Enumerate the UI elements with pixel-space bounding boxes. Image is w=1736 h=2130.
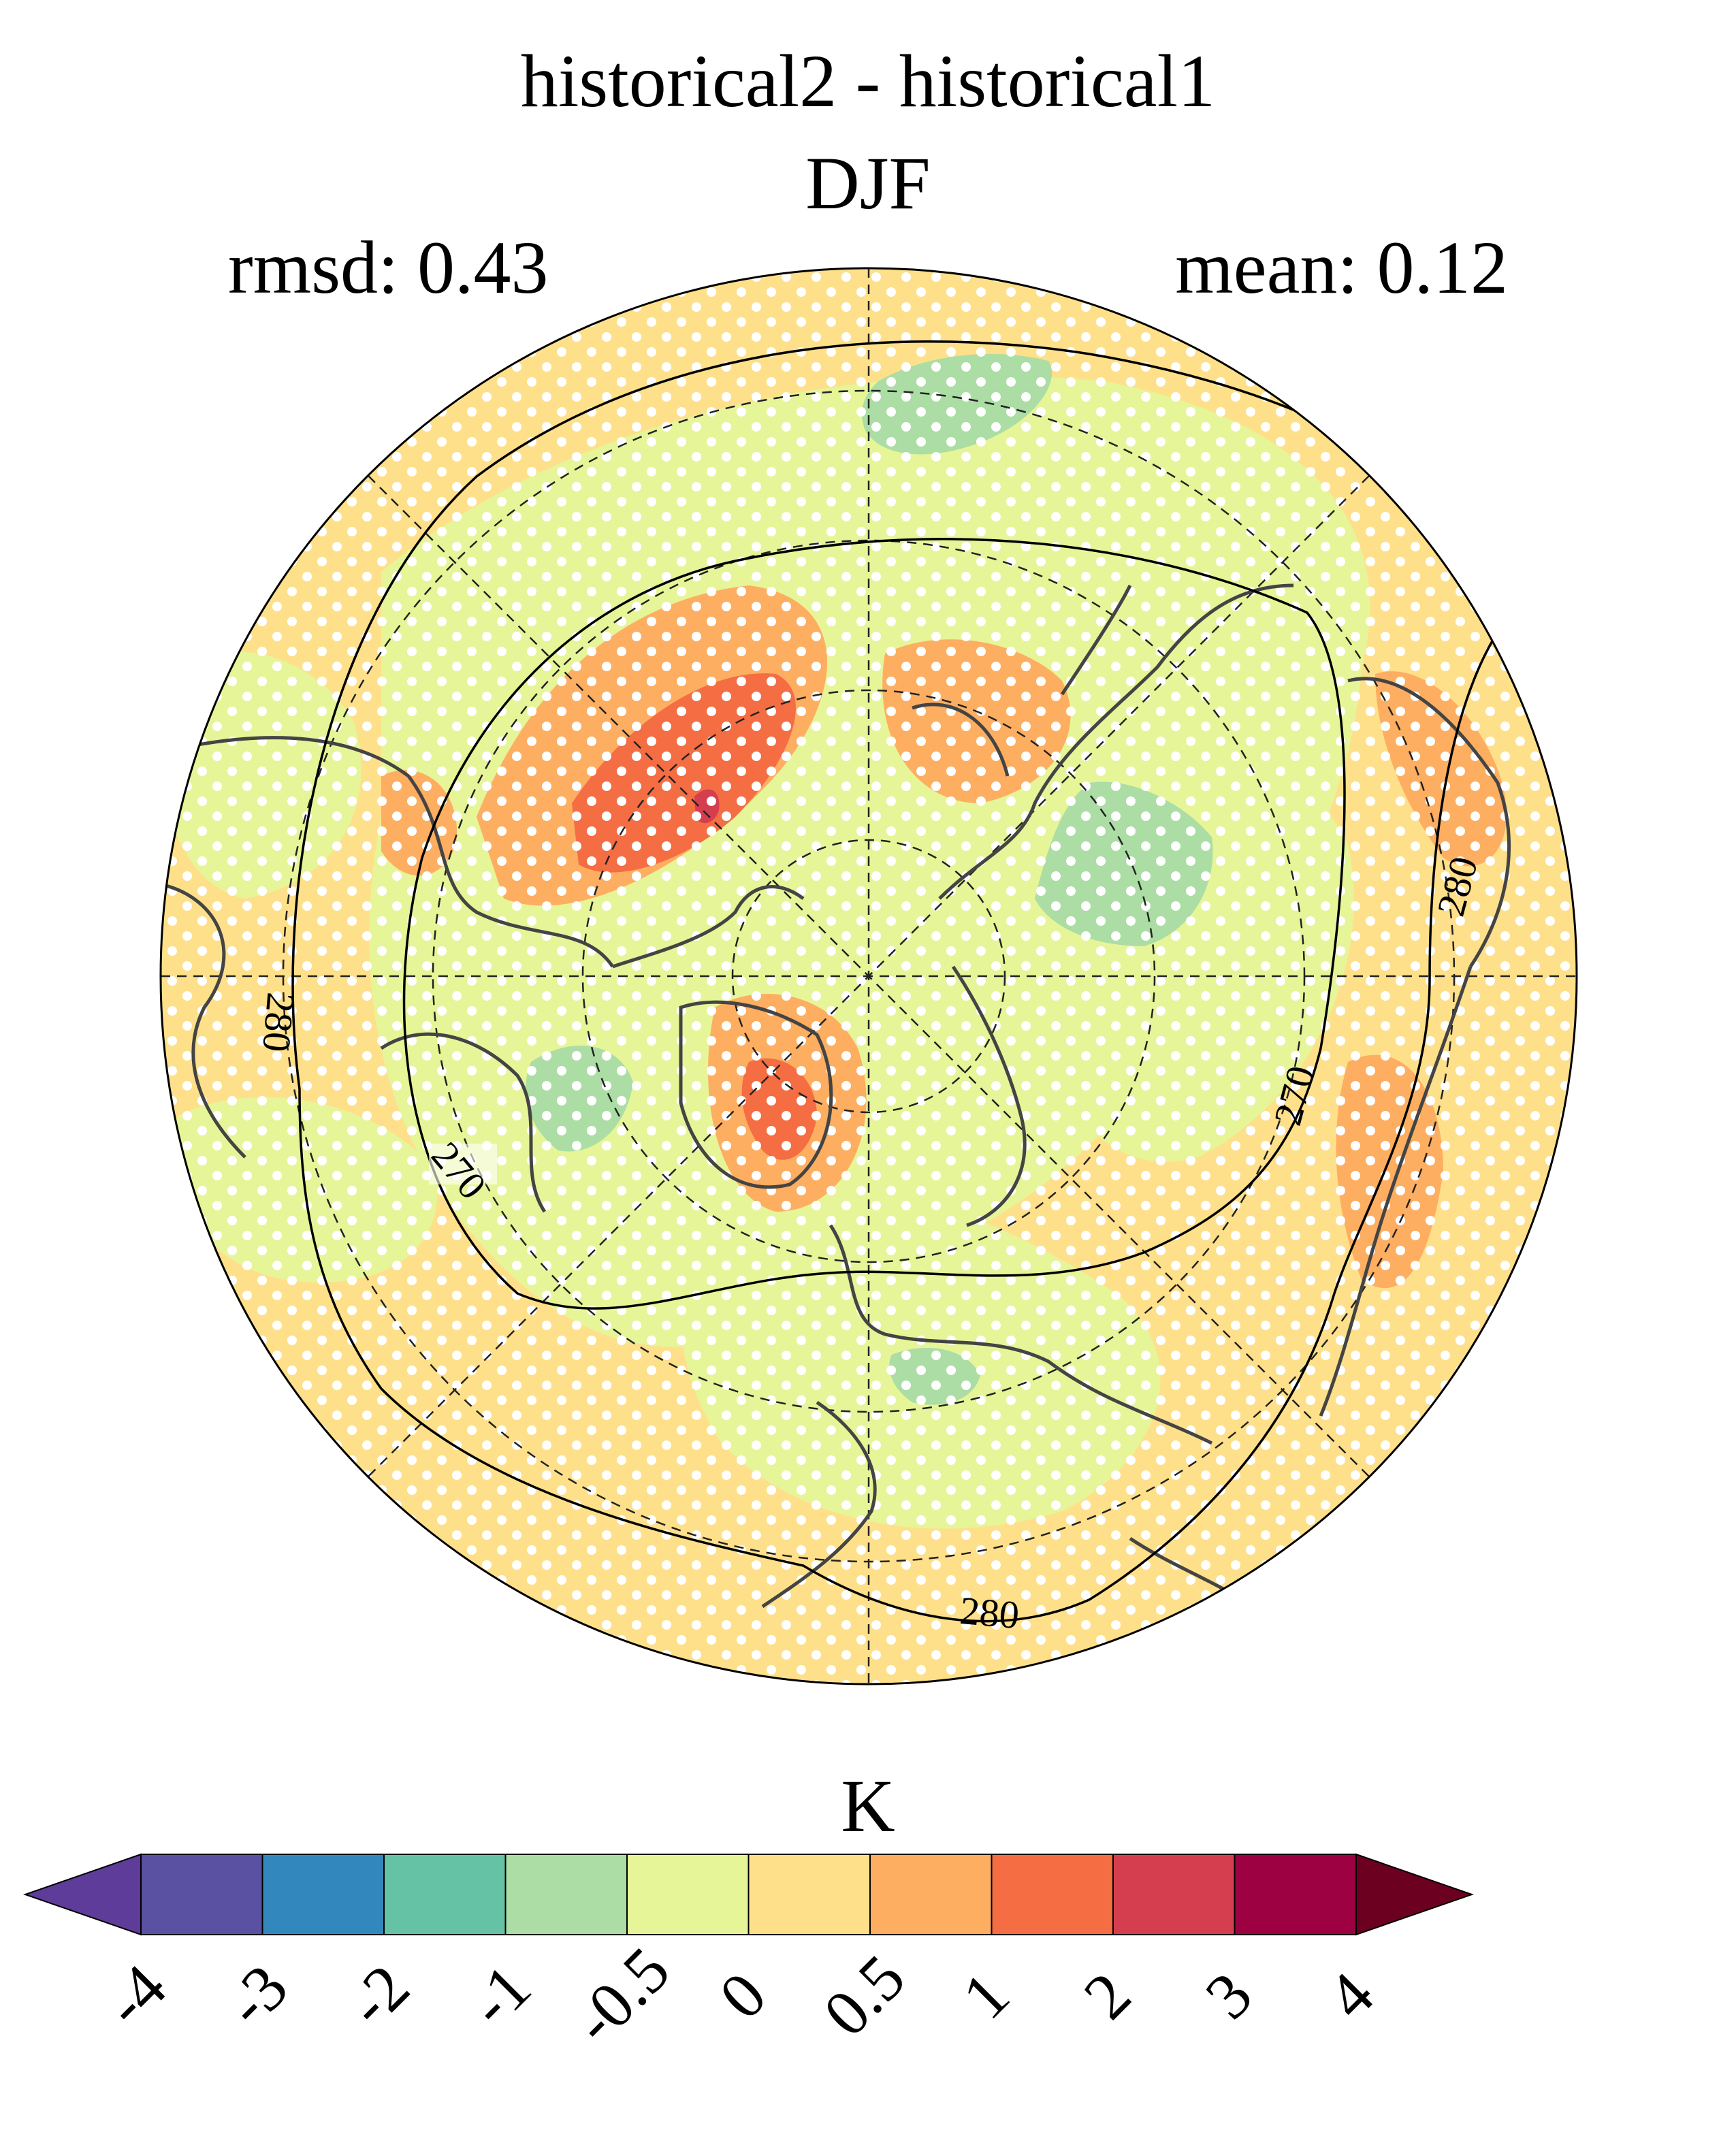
meridian-gridlines <box>161 268 1577 1684</box>
colorbar-extend-high <box>1355 1853 1475 1936</box>
colorbar-tick-label: -2 <box>333 1950 423 2040</box>
colorbar-cell <box>1234 1854 1357 1935</box>
colorbar-extend-low <box>22 1853 142 1936</box>
stippling <box>161 268 1577 1684</box>
colorbar-tick-label: 0.5 <box>809 1941 919 2050</box>
colorbar-tick-label: -4 <box>90 1950 180 2040</box>
colorbar-cell <box>261 1854 385 1935</box>
polar-map: 270 270 280 280 280 <box>159 267 1578 1685</box>
colorbar: K -4 -3 -2 -1 -0.5 0 0.5 1 2 3 4 <box>22 1770 1475 2058</box>
colorbar-tick-label: -3 <box>212 1950 302 2040</box>
rmsd-label: rmsd: 0.43 <box>228 226 549 309</box>
chart-title: historical2 - historical1 <box>520 39 1216 123</box>
colorbar-tick-label: 4 <box>1313 1958 1387 2033</box>
mean-label: mean: 0.12 <box>1175 226 1508 309</box>
colorbar-tick-label: 1 <box>948 1958 1023 2033</box>
colorbar-cell <box>748 1854 871 1935</box>
colorbar-tick-label: 3 <box>1191 1958 1266 2033</box>
colorbar-tick-label: 2 <box>1070 1958 1144 2033</box>
climatology-contours <box>291 340 1513 1623</box>
colorbar-cell <box>991 1854 1114 1935</box>
map-boundary <box>159 267 1578 1685</box>
colorbar-cell <box>383 1854 507 1935</box>
colorbar-tick-label: 0 <box>705 1958 780 2033</box>
colorbar-tick-label: -1 <box>455 1950 545 2040</box>
contour-label: 280 <box>958 1588 1020 1637</box>
colorbar-tick-label: -0.5 <box>559 1933 684 2058</box>
colorbar-cell <box>1112 1854 1236 1935</box>
chart-subtitle: DJF <box>805 142 931 225</box>
colorbar-cell <box>869 1854 993 1935</box>
colorbar-cell <box>140 1854 263 1935</box>
colorbar-cell <box>504 1854 628 1935</box>
coastlines <box>163 583 1511 1609</box>
contour-label: 280 <box>254 991 303 1054</box>
colorbar-cell <box>626 1854 750 1935</box>
colorbar-label: K <box>841 1770 895 1847</box>
